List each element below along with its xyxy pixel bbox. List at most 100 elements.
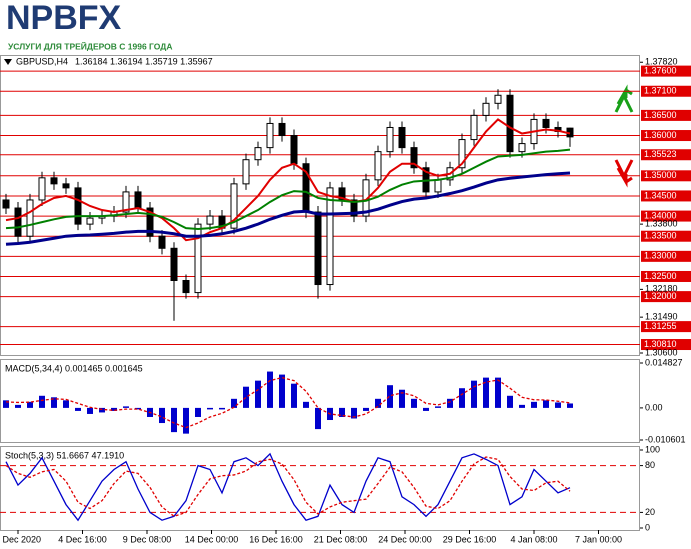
macd-bar — [279, 374, 285, 408]
level-label: 1.37600 — [644, 65, 677, 75]
macd-bar — [411, 398, 417, 408]
level-label-bg — [641, 149, 691, 161]
candle-body — [398, 126, 406, 149]
level-label: 1.36500 — [644, 110, 677, 120]
candle-body — [290, 135, 298, 165]
macd-bar — [255, 380, 261, 408]
y-tick-label: 1.33800 — [645, 219, 678, 229]
macd-bar — [231, 398, 237, 408]
candle-body — [206, 215, 214, 225]
level-label-bg — [641, 210, 691, 222]
x-tick-label: 9 Dec 08:00 — [123, 534, 172, 544]
macd-bar — [567, 403, 573, 408]
y-tick-label: 1.31490 — [645, 312, 678, 322]
macd-bar — [531, 401, 537, 408]
candle-body — [350, 199, 358, 217]
candle-body — [194, 223, 202, 294]
macd-title: MACD(5,34,4) 0.001465 0.001645 — [5, 363, 143, 373]
macd-bar — [399, 389, 405, 408]
ma-line — [5, 171, 571, 246]
macd-bar — [459, 388, 465, 408]
candle-body — [242, 159, 250, 185]
macd-bar — [507, 395, 513, 408]
signal-line — [5, 376, 571, 429]
level-label: 1.35523 — [644, 149, 677, 159]
level-label-bg — [641, 190, 691, 202]
candle-body — [314, 211, 322, 286]
macd-bar — [291, 383, 297, 408]
candle-body — [470, 114, 478, 141]
x-tick-label: 7 Jan 00:00 — [575, 534, 622, 544]
y-tick-label: 1.30600 — [645, 347, 678, 357]
candle-body — [482, 102, 490, 116]
macd-bar — [183, 407, 189, 434]
macd-bar — [387, 385, 393, 408]
y-tick-label: 0.014827 — [645, 357, 683, 367]
level-label: 1.30810 — [644, 339, 677, 349]
level-label-bg — [641, 130, 691, 142]
macd-bar — [123, 406, 129, 408]
y-tick-label: -0.010601 — [645, 434, 686, 444]
ma-line — [5, 148, 571, 230]
macd-bar — [27, 401, 33, 408]
level-label-bg — [641, 65, 691, 77]
stoch-panel — [0, 446, 640, 531]
ma-line — [5, 118, 571, 242]
logo: NPBFX — [6, 0, 122, 37]
macd-bar — [351, 407, 357, 419]
macd-bar — [111, 407, 117, 411]
x-tick-label: 4 Jan 08:00 — [510, 534, 557, 544]
y-tick-label: 1.32180 — [645, 284, 678, 294]
candle-body — [182, 280, 190, 294]
up-arrow — [614, 84, 634, 113]
macd-bar — [15, 404, 21, 408]
level-label-bg — [641, 109, 691, 121]
macd-bar — [207, 407, 213, 410]
x-tick-label: 24 Dec 00:00 — [378, 534, 432, 544]
candle-body — [158, 235, 166, 249]
candle-body — [326, 187, 334, 286]
candle-body — [74, 187, 82, 225]
candle-body — [266, 122, 274, 149]
macd-bar — [495, 377, 501, 408]
y-tick-label: 0 — [645, 522, 650, 532]
candle-body — [134, 191, 142, 209]
level-label: 1.34000 — [644, 210, 677, 220]
candle-body — [26, 199, 34, 237]
level-label: 1.32000 — [644, 291, 677, 301]
level-label: 1.34500 — [644, 190, 677, 200]
macd-bar — [171, 407, 177, 433]
candle-body — [506, 94, 514, 153]
candle-body — [122, 191, 130, 213]
candle-body — [254, 147, 262, 161]
candle-body — [146, 207, 154, 237]
candle-body — [410, 147, 418, 169]
candle-body — [86, 217, 94, 225]
chart-title: GBPUSD,H4 — [16, 56, 68, 66]
y-tick-label: 0.00 — [645, 402, 663, 412]
macd-bar — [195, 407, 201, 417]
x-tick-label: 16 Dec 16:00 — [249, 534, 303, 544]
ohlc-values: 1.36184 1.36194 1.35719 1.35967 — [75, 56, 213, 66]
candle-body — [542, 118, 550, 128]
macd-bar — [39, 395, 45, 408]
candle-body — [170, 247, 178, 282]
x-tick-label: 2 Dec 2020 — [0, 534, 41, 544]
level-label: 1.33000 — [644, 251, 677, 261]
macd-bar — [435, 406, 441, 408]
macd-bar — [519, 404, 525, 408]
x-tick-label: 14 Dec 00:00 — [185, 534, 239, 544]
y-tick-label: 20 — [645, 507, 655, 517]
macd-bar — [219, 407, 225, 410]
macd-bar — [363, 407, 369, 411]
y-tick-label: 100 — [645, 444, 660, 454]
macd-bar — [543, 400, 549, 408]
candle-body — [494, 94, 502, 104]
level-label-bg — [641, 230, 691, 242]
macd-bar — [3, 400, 9, 408]
macd-bar — [555, 402, 561, 408]
level-label: 1.33500 — [644, 231, 677, 241]
dropdown-icon — [4, 59, 12, 65]
